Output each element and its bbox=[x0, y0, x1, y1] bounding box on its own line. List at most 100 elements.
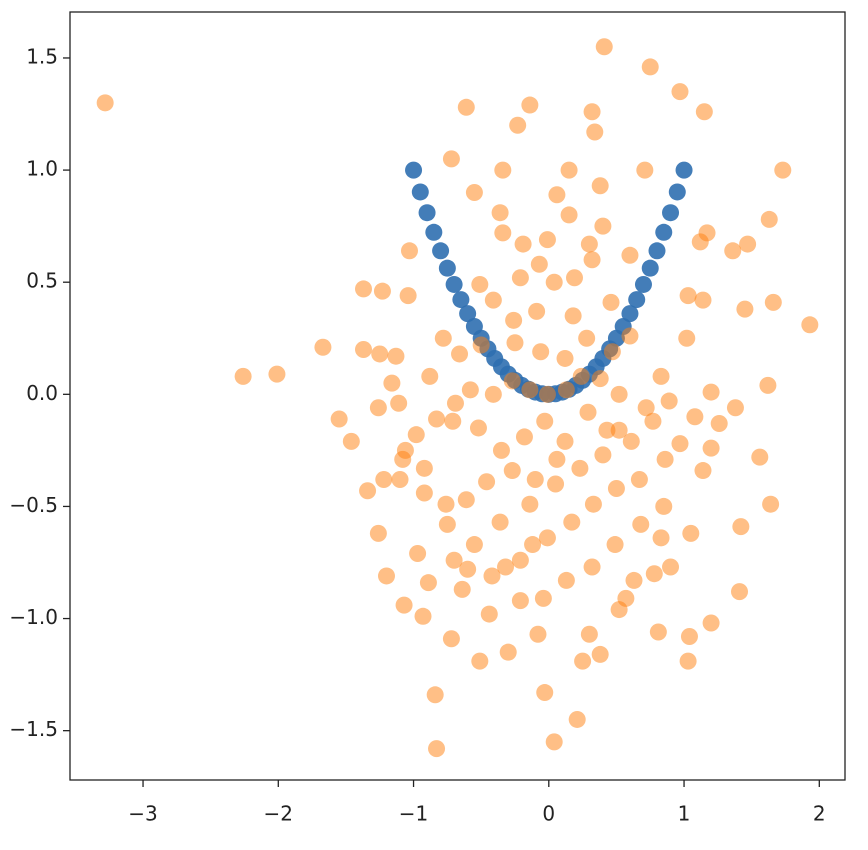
point bbox=[419, 574, 437, 592]
point bbox=[652, 367, 670, 385]
point bbox=[526, 471, 544, 489]
point bbox=[472, 336, 490, 354]
point bbox=[369, 399, 387, 417]
point bbox=[636, 161, 654, 179]
point bbox=[452, 291, 470, 309]
point bbox=[354, 280, 372, 298]
point bbox=[691, 233, 709, 251]
point bbox=[534, 589, 552, 607]
point bbox=[451, 345, 469, 363]
point bbox=[528, 302, 546, 320]
point bbox=[652, 529, 670, 547]
point bbox=[491, 513, 509, 531]
point bbox=[536, 684, 554, 702]
point bbox=[736, 300, 754, 318]
point bbox=[694, 291, 712, 309]
point bbox=[409, 545, 427, 563]
point bbox=[399, 287, 417, 305]
point bbox=[354, 340, 372, 358]
point bbox=[641, 58, 659, 76]
point bbox=[732, 518, 750, 536]
point bbox=[446, 394, 464, 412]
point bbox=[375, 471, 393, 489]
point bbox=[774, 161, 792, 179]
point bbox=[656, 450, 674, 468]
point bbox=[557, 381, 575, 399]
y-tick-label: 1.5 bbox=[26, 44, 58, 68]
point bbox=[438, 259, 456, 277]
point bbox=[471, 652, 489, 670]
point bbox=[494, 224, 512, 242]
x-tick-label: −2 bbox=[264, 802, 293, 826]
point bbox=[563, 513, 581, 531]
point bbox=[641, 259, 659, 277]
point bbox=[682, 524, 700, 542]
point bbox=[565, 269, 583, 287]
point bbox=[515, 428, 533, 446]
point bbox=[530, 255, 548, 273]
point bbox=[606, 536, 624, 554]
point bbox=[484, 291, 502, 309]
point bbox=[586, 123, 604, 141]
point bbox=[680, 627, 698, 645]
point bbox=[762, 495, 780, 513]
point bbox=[645, 565, 663, 583]
point bbox=[445, 551, 463, 569]
point bbox=[342, 432, 360, 450]
point bbox=[655, 497, 673, 515]
point bbox=[607, 479, 625, 497]
point bbox=[437, 495, 455, 513]
point bbox=[442, 630, 460, 648]
point bbox=[459, 560, 477, 578]
point bbox=[751, 448, 769, 466]
x-tick-label: 0 bbox=[542, 802, 555, 826]
point bbox=[594, 217, 612, 235]
point bbox=[603, 343, 621, 361]
x-tick-label: 2 bbox=[813, 802, 826, 826]
point bbox=[628, 291, 646, 309]
point bbox=[545, 273, 563, 291]
point bbox=[610, 421, 628, 439]
point bbox=[521, 495, 539, 513]
point bbox=[421, 367, 439, 385]
point bbox=[432, 242, 450, 260]
point bbox=[580, 235, 598, 253]
point bbox=[459, 305, 477, 323]
y-tick-label: 0.0 bbox=[26, 381, 58, 405]
point bbox=[524, 536, 542, 554]
point bbox=[671, 435, 689, 453]
point bbox=[491, 204, 509, 222]
point bbox=[686, 408, 704, 426]
point bbox=[668, 183, 686, 201]
point bbox=[407, 426, 425, 444]
point bbox=[483, 567, 501, 585]
point bbox=[759, 376, 777, 394]
point bbox=[484, 385, 502, 403]
point bbox=[415, 484, 433, 502]
point bbox=[383, 374, 401, 392]
point bbox=[662, 558, 680, 576]
point bbox=[648, 242, 666, 260]
plot-frame bbox=[69, 11, 846, 781]
point bbox=[503, 462, 521, 480]
point bbox=[545, 733, 563, 751]
point bbox=[428, 740, 446, 758]
point bbox=[503, 372, 521, 390]
point bbox=[415, 459, 433, 477]
point bbox=[529, 625, 547, 643]
point bbox=[655, 223, 673, 241]
point bbox=[314, 338, 332, 356]
point bbox=[617, 589, 635, 607]
point bbox=[675, 161, 693, 179]
point bbox=[405, 161, 423, 179]
point bbox=[662, 204, 680, 222]
point bbox=[414, 607, 432, 625]
point bbox=[532, 343, 550, 361]
point bbox=[465, 536, 483, 554]
point bbox=[702, 614, 720, 632]
point bbox=[514, 235, 532, 253]
point bbox=[442, 150, 460, 168]
point bbox=[457, 98, 475, 116]
y-tick-label: −0.5 bbox=[9, 493, 58, 517]
